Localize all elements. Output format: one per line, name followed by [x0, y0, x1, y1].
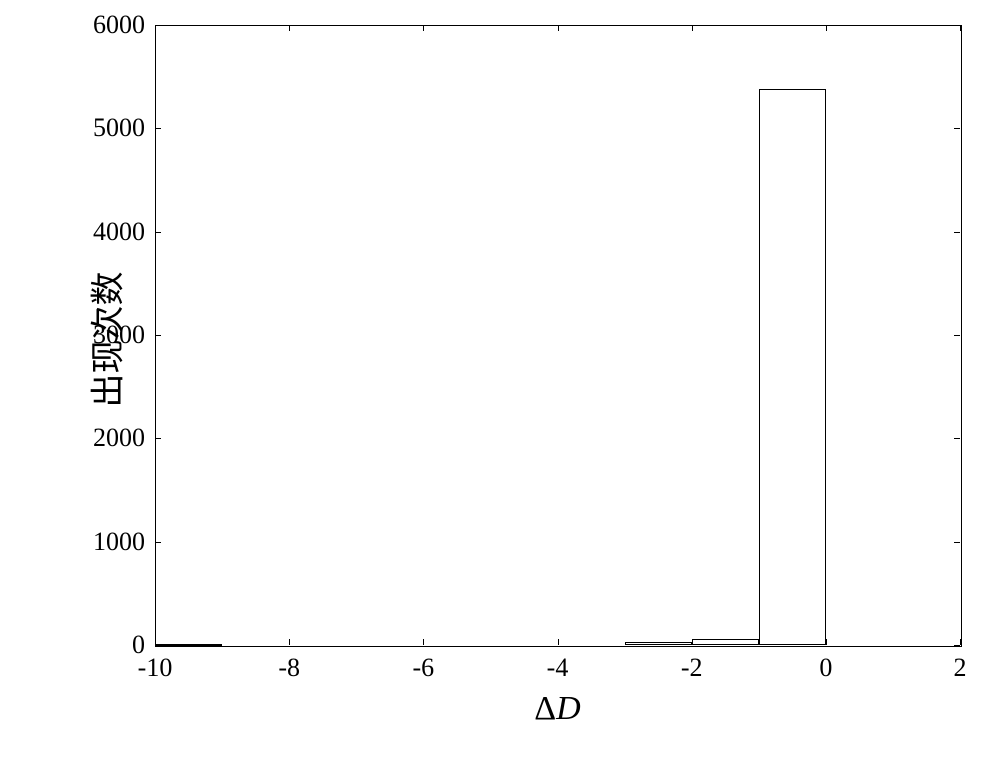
plot-area — [155, 25, 962, 647]
y-tick-label: 2000 — [93, 423, 145, 453]
x-tick — [558, 639, 559, 645]
x-tick — [289, 25, 290, 31]
y-tick — [954, 128, 960, 129]
y-tick — [954, 232, 960, 233]
x-tick — [826, 25, 827, 31]
y-tick — [155, 335, 161, 336]
x-tick — [155, 25, 156, 31]
y-tick — [954, 645, 960, 646]
histogram-bar — [155, 644, 222, 646]
x-tick — [289, 639, 290, 645]
y-tick-label: 5000 — [93, 113, 145, 143]
x-tick-label: 0 — [796, 653, 856, 683]
y-tick-label: 4000 — [93, 217, 145, 247]
x-tick — [960, 25, 961, 31]
x-tick-label: -4 — [528, 653, 588, 683]
x-tick — [826, 639, 827, 645]
x-tick — [558, 25, 559, 31]
y-tick — [155, 542, 161, 543]
histogram-chart: 出现次数 ΔD 0100020003000400050006000-10-8-6… — [0, 0, 1000, 757]
y-tick — [155, 232, 161, 233]
y-tick — [954, 542, 960, 543]
y-tick-label: 1000 — [93, 527, 145, 557]
histogram-bar — [625, 642, 692, 645]
x-tick-label: -2 — [662, 653, 722, 683]
y-tick — [954, 438, 960, 439]
x-tick-label: -6 — [393, 653, 453, 683]
y-tick — [155, 128, 161, 129]
x-tick — [692, 25, 693, 31]
x-tick — [423, 639, 424, 645]
y-tick-label: 3000 — [93, 320, 145, 350]
y-tick — [155, 438, 161, 439]
x-tick-label: 2 — [930, 653, 990, 683]
y-tick-label: 6000 — [93, 10, 145, 40]
x-tick — [423, 25, 424, 31]
y-tick — [954, 335, 960, 336]
histogram-bar — [759, 89, 826, 645]
x-tick — [960, 639, 961, 645]
x-axis-label: ΔD — [518, 690, 598, 728]
histogram-bar — [692, 639, 759, 645]
x-tick-label: -10 — [125, 653, 185, 683]
x-tick-label: -8 — [259, 653, 319, 683]
